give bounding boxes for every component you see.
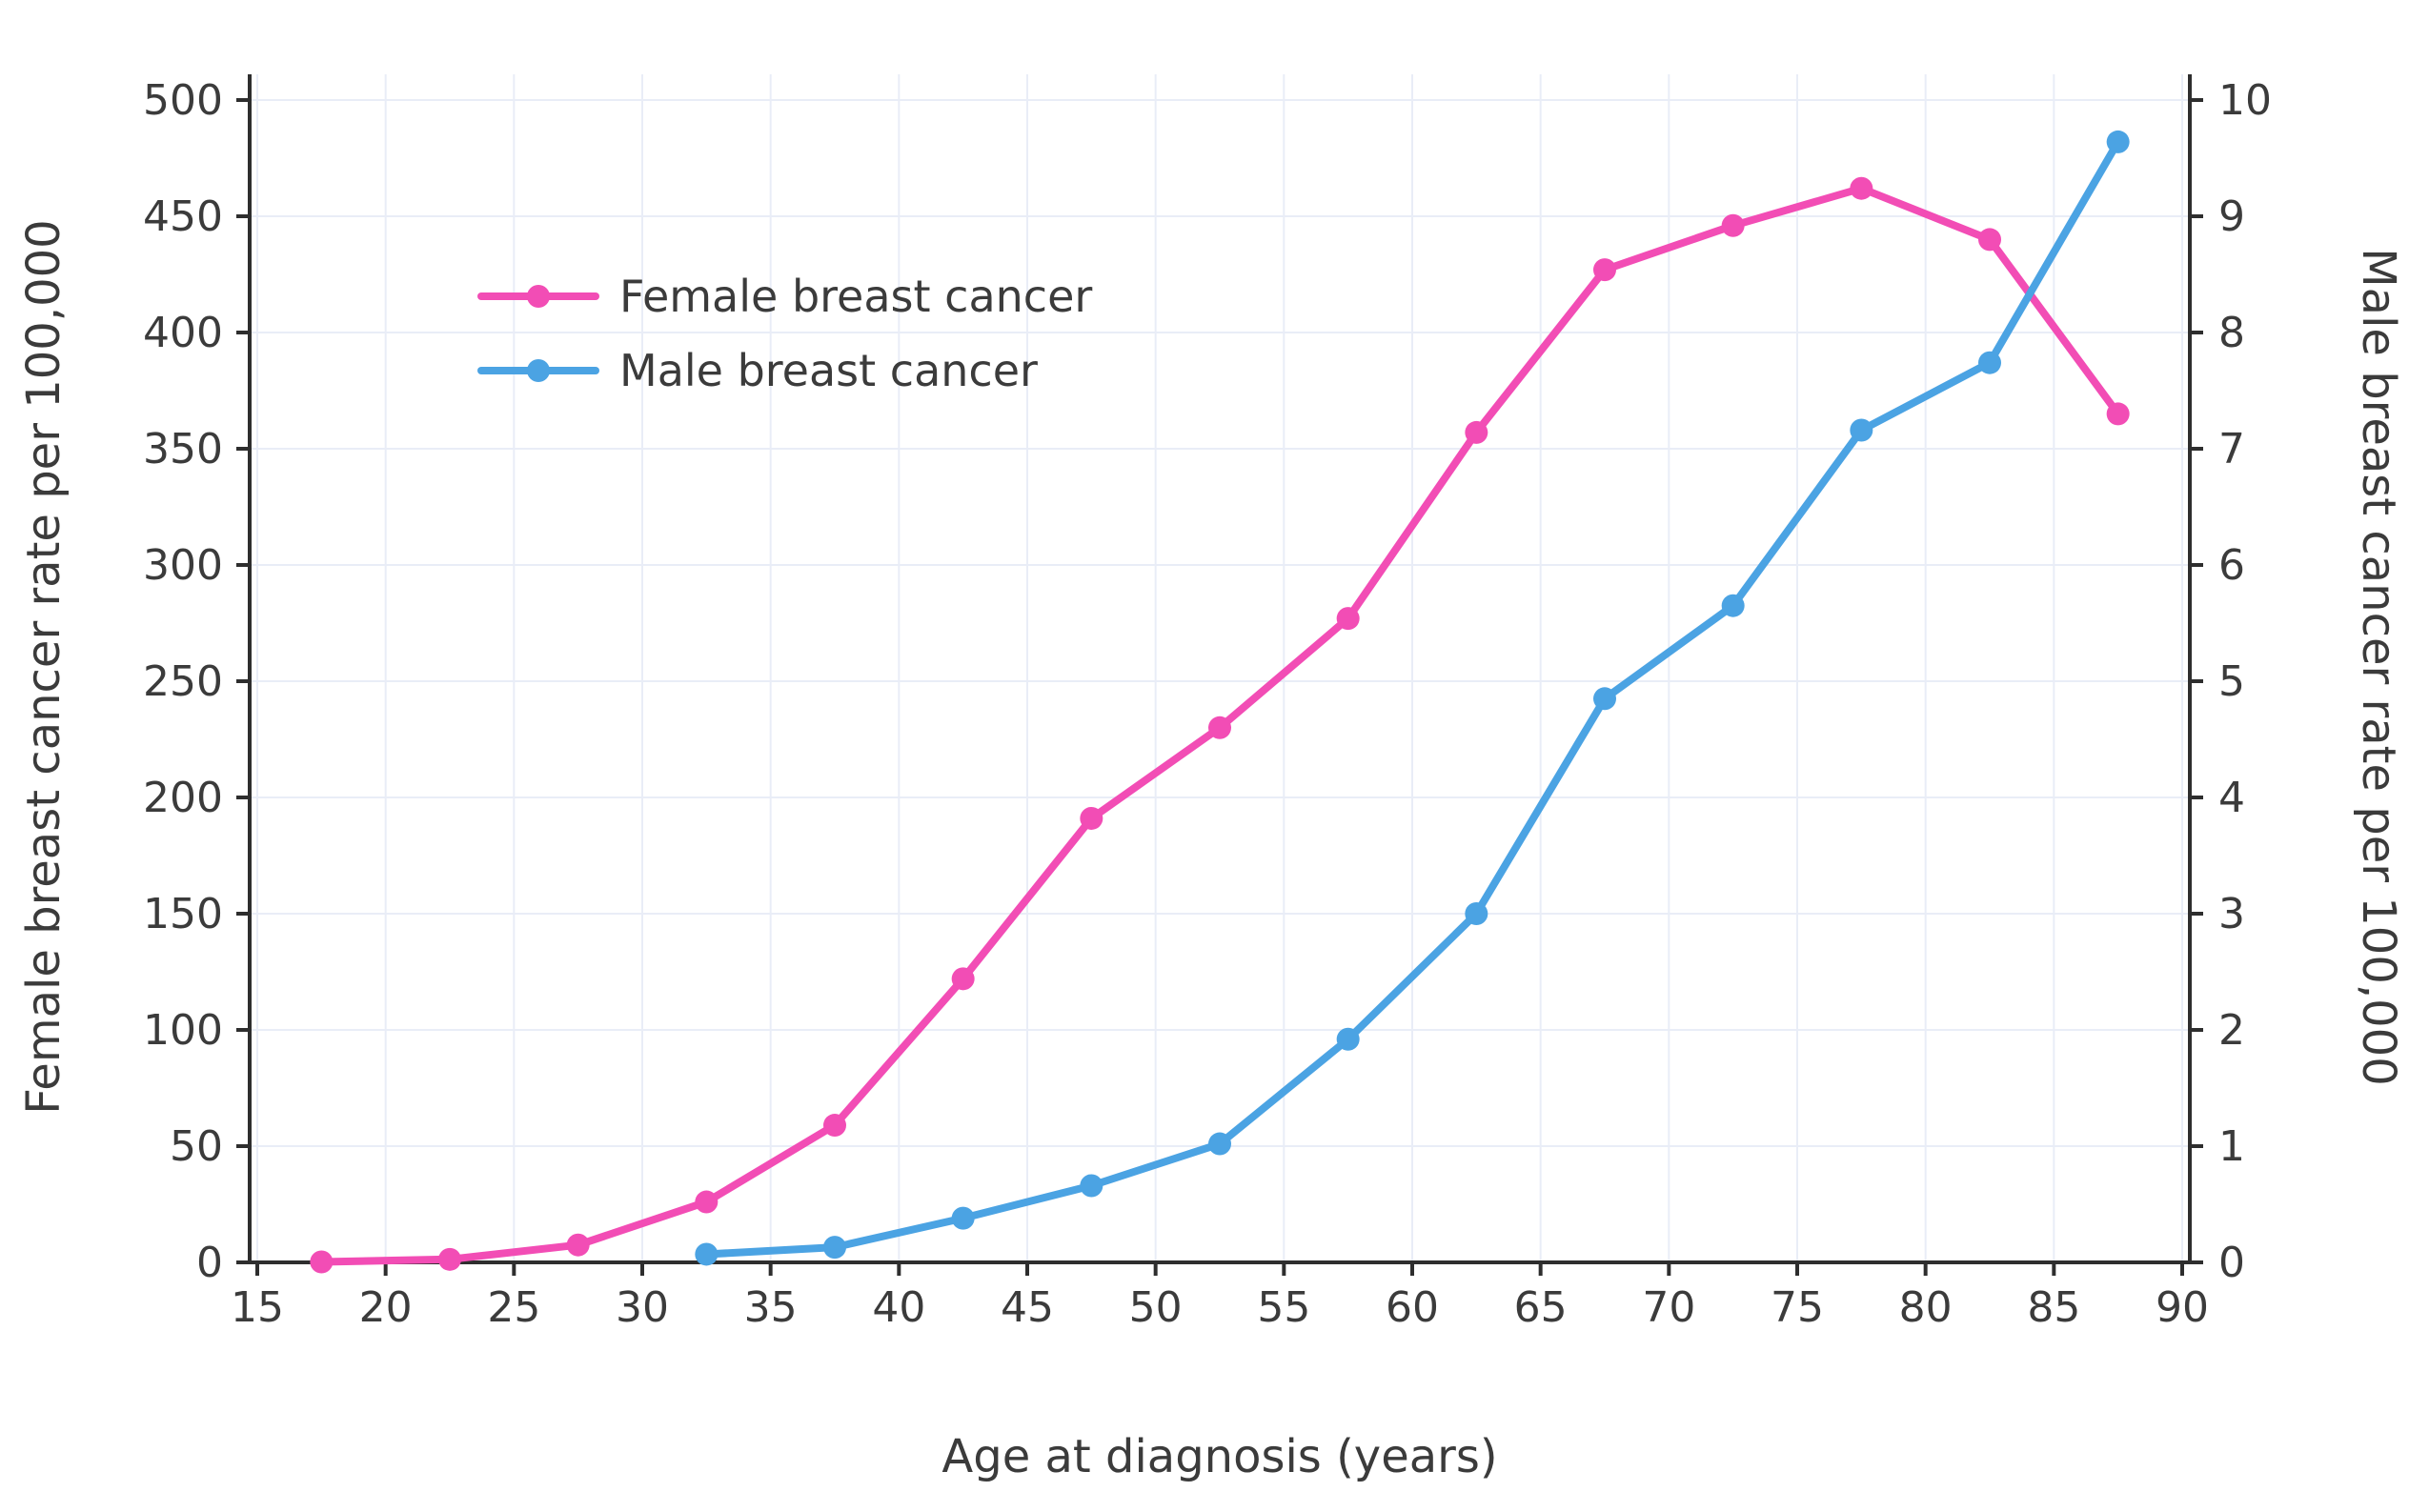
y-tick-label-right: 7 [2218,425,2245,474]
male-breast-cancer-point [695,1242,719,1266]
female-breast-cancer-point [1593,258,1616,282]
x-tick-label: 35 [744,1283,798,1332]
x-tick-label: 50 [1129,1283,1183,1332]
legend-item: Male breast cancer [477,345,1038,396]
y-tick-label-right: 0 [2218,1239,2245,1287]
y-tick-label-left: 150 [143,890,223,938]
y-axis-title-left: Female breast cancer rate per 100,000 [17,219,71,1114]
male-breast-cancer-point [1850,418,1873,442]
axis-layer: 15 20 25 30 35 40 45 50 55 60 65 70 75 80 85 9005010015… [143,74,2272,1332]
y-tick-label-left: 200 [143,774,223,822]
grid-layer [250,74,2190,1263]
male-breast-cancer-point [1593,687,1616,711]
male-breast-cancer-point [1336,1027,1360,1051]
legend-marker [527,285,550,308]
legend-label: Female breast cancer [619,271,1092,322]
x-tick-label: 15 [231,1283,284,1332]
legend-item: Female breast cancer [477,271,1092,322]
y-tick-label-right: 6 [2218,541,2245,590]
y-tick-label-right: 8 [2218,309,2245,357]
y-tick-label-left: 0 [196,1239,223,1287]
female-breast-cancer-point [1336,607,1360,631]
x-tick-label: 90 [2156,1283,2209,1332]
series-layer [310,130,2130,1274]
y-tick-label-left: 350 [143,425,223,474]
y-tick-label-left: 500 [143,76,223,125]
male-breast-cancer-point [1721,594,1745,617]
y-axis-title-right: Male breast cancer rate per 100,000 [2352,248,2405,1086]
y-tick-label-right: 5 [2218,657,2245,706]
male-breast-cancer-point [951,1206,975,1230]
x-tick-label: 55 [1257,1283,1310,1332]
female-breast-cancer-point [1208,716,1231,739]
female-breast-cancer-point [2106,402,2130,426]
y-tick-label-right: 9 [2218,192,2245,241]
male-breast-cancer-line [702,137,2122,1259]
x-tick-label: 75 [1771,1283,1824,1332]
x-tick-label: 80 [1899,1283,1953,1332]
female-breast-cancer-point [1978,228,2001,252]
legend: Female breast cancer Male breast cancer [477,271,1092,396]
y-tick-label-left: 50 [170,1122,223,1171]
female-breast-cancer-point [695,1190,719,1214]
y-tick-label-left: 450 [143,192,223,241]
male-breast-cancer-point [1080,1174,1103,1198]
male-breast-cancer-point [823,1236,846,1260]
x-tick-label: 60 [1386,1283,1439,1332]
legend-label: Male breast cancer [619,345,1038,396]
female-breast-cancer-point [1465,420,1488,444]
female-breast-cancer-point [823,1114,846,1138]
x-tick-label: 25 [487,1283,540,1332]
y-tick-label-right: 3 [2218,890,2245,938]
y-tick-label-right: 4 [2218,774,2245,822]
female-breast-cancer-point [951,967,975,991]
x-tick-label: 45 [1001,1283,1054,1332]
y-tick-label-right: 2 [2218,1006,2245,1055]
x-axis-title: Age at diagnosis (years) [941,1430,1497,1483]
x-tick-label: 40 [872,1283,925,1332]
y-tick-label-left: 250 [143,657,223,706]
female-breast-cancer-point [1721,213,1745,237]
female-breast-cancer-point [1080,806,1103,830]
x-tick-label: 30 [616,1283,669,1332]
male-breast-cancer-point [1465,902,1488,925]
x-tick-label: 85 [2027,1283,2080,1332]
female-breast-cancer-point [1850,176,1873,200]
legend-marker [527,359,550,382]
female-breast-cancer-point [438,1247,461,1271]
y-tick-label-left: 400 [143,309,223,357]
y-tick-label-left: 100 [143,1006,223,1055]
x-tick-label: 65 [1514,1283,1568,1332]
male-breast-cancer-point [1978,351,2001,374]
y-tick-label-left: 300 [143,541,223,590]
male-breast-cancer-point [2106,130,2130,153]
x-tick-label: 20 [359,1283,413,1332]
female-breast-cancer-point [310,1250,334,1274]
female-breast-cancer-point [566,1233,590,1257]
male-breast-cancer-point [1208,1132,1231,1156]
y-tick-label-right: 10 [2218,76,2272,125]
x-tick-label: 70 [1642,1283,1695,1332]
y-tick-label-right: 1 [2218,1122,2245,1171]
